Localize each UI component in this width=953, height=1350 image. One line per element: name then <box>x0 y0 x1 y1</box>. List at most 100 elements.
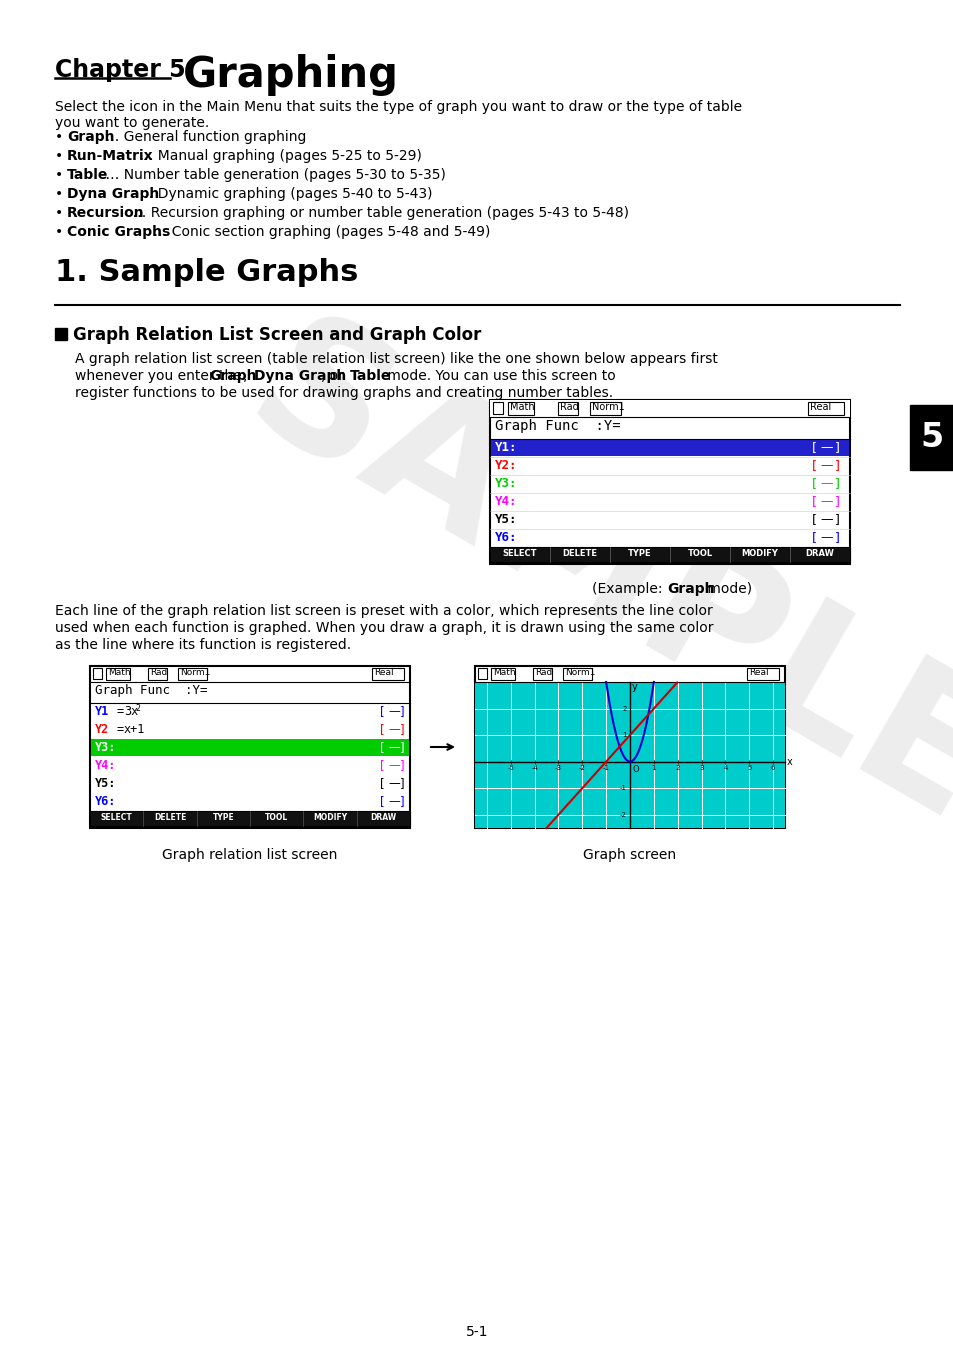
Text: Graphing: Graphing <box>183 54 398 96</box>
Text: Graph Func  :Y=: Graph Func :Y= <box>95 684 208 697</box>
Text: Dyna Graph: Dyna Graph <box>254 369 346 383</box>
Bar <box>477 668 486 679</box>
Text: 2: 2 <box>675 764 679 771</box>
Text: 1. Sample Graphs: 1. Sample Graphs <box>55 258 358 288</box>
Bar <box>558 402 578 414</box>
Text: [: [ <box>811 459 816 472</box>
Text: TYPE: TYPE <box>213 813 234 822</box>
Text: Norm1: Norm1 <box>564 668 595 676</box>
Text: Y5:: Y5: <box>495 513 517 526</box>
Text: ,: , <box>243 369 252 383</box>
Text: 3: 3 <box>699 764 703 771</box>
Text: SAMPLE: SAMPLE <box>220 298 953 861</box>
Bar <box>475 666 784 828</box>
Text: MODIFY: MODIFY <box>740 549 778 558</box>
Bar <box>90 666 410 828</box>
Text: —: — <box>388 778 399 790</box>
Text: ]: ] <box>399 741 404 755</box>
Bar <box>807 402 843 414</box>
Text: whenever you enter the: whenever you enter the <box>75 369 246 383</box>
Text: -2: -2 <box>619 811 626 818</box>
Text: ]: ] <box>834 477 839 490</box>
Bar <box>533 668 552 680</box>
Text: DELETE: DELETE <box>153 813 186 822</box>
Text: ]: ] <box>399 759 404 772</box>
Text: Rad: Rad <box>150 668 167 676</box>
Bar <box>507 402 534 414</box>
Text: , or: , or <box>320 369 348 383</box>
Text: TYPE: TYPE <box>627 549 651 558</box>
Text: [: [ <box>379 705 384 718</box>
Text: •: • <box>55 207 63 220</box>
Text: Real: Real <box>809 402 830 412</box>
Text: —: — <box>820 513 832 526</box>
Text: MODIFY: MODIFY <box>313 813 347 822</box>
Bar <box>55 328 67 340</box>
Text: you want to generate.: you want to generate. <box>55 116 209 130</box>
Text: [: [ <box>379 759 384 772</box>
Text: Rad: Rad <box>535 668 552 676</box>
Text: O: O <box>633 764 639 774</box>
Bar <box>92 668 102 679</box>
Text: -1: -1 <box>619 786 626 791</box>
Text: Graph: Graph <box>210 369 256 383</box>
Text: Table: Table <box>350 369 392 383</box>
Text: 6: 6 <box>770 764 775 771</box>
Text: ]: ] <box>834 459 839 472</box>
Text: x+1: x+1 <box>124 724 145 736</box>
Text: TOOL: TOOL <box>687 549 712 558</box>
Text: —: — <box>388 724 399 736</box>
Text: 2: 2 <box>622 706 626 711</box>
Text: Real: Real <box>374 668 394 676</box>
Text: [: [ <box>811 495 816 508</box>
Bar <box>562 668 592 680</box>
Text: Real: Real <box>748 668 768 676</box>
Text: —: — <box>820 495 832 508</box>
Text: A graph relation list screen (table relation list screen) like the one shown bel: A graph relation list screen (table rela… <box>75 352 717 366</box>
Text: y: y <box>631 682 638 693</box>
Text: Table: Table <box>67 167 109 182</box>
Text: register functions to be used for drawing graphs and creating number tables.: register functions to be used for drawin… <box>75 386 613 400</box>
Text: Y3:: Y3: <box>495 477 517 490</box>
Text: Y5:: Y5: <box>95 778 116 790</box>
Bar <box>746 668 779 680</box>
Text: —: — <box>820 477 832 490</box>
Text: •: • <box>55 148 63 163</box>
Text: Each line of the graph relation list screen is preset with a color, which repres: Each line of the graph relation list scr… <box>55 603 712 618</box>
Text: [: [ <box>811 441 816 454</box>
Text: SELECT: SELECT <box>101 813 132 822</box>
Text: •: • <box>55 188 63 201</box>
Text: —: — <box>388 795 399 809</box>
Text: Graph relation list screen: Graph relation list screen <box>162 848 337 863</box>
Text: ]: ] <box>834 495 839 508</box>
Text: Graph: Graph <box>67 130 114 144</box>
Text: Conic Graphs: Conic Graphs <box>67 225 170 239</box>
Bar <box>491 439 848 456</box>
Text: 5: 5 <box>746 764 751 771</box>
Text: •: • <box>55 167 63 182</box>
Text: Y1: Y1 <box>95 705 110 718</box>
Text: Y3:: Y3: <box>95 741 116 755</box>
Text: Math: Math <box>493 668 515 676</box>
Text: … Manual graphing (pages 5-25 to 5-29): … Manual graphing (pages 5-25 to 5-29) <box>135 148 421 163</box>
Text: =: = <box>117 724 124 736</box>
Text: —: — <box>820 459 832 472</box>
Text: 1: 1 <box>622 732 626 738</box>
Text: [: [ <box>379 741 384 755</box>
Text: Rad: Rad <box>559 402 578 412</box>
Text: ]: ] <box>399 724 404 736</box>
Text: mode. You can use this screen to: mode. You can use this screen to <box>383 369 616 383</box>
Text: Graph Func  :Y=: Graph Func :Y= <box>495 418 620 433</box>
Text: Y2: Y2 <box>95 724 110 736</box>
Text: [: [ <box>811 531 816 544</box>
Text: ]: ] <box>834 531 839 544</box>
Text: ]: ] <box>834 513 839 526</box>
Text: mode): mode) <box>702 582 751 595</box>
Text: … Dynamic graphing (pages 5-40 to 5-43): … Dynamic graphing (pages 5-40 to 5-43) <box>135 188 432 201</box>
Text: 5: 5 <box>920 421 943 454</box>
Bar <box>493 402 502 414</box>
Text: -5: -5 <box>507 764 514 771</box>
Text: Y4:: Y4: <box>95 759 116 772</box>
Text: —: — <box>388 705 399 718</box>
Text: Dyna Graph: Dyna Graph <box>67 188 159 201</box>
